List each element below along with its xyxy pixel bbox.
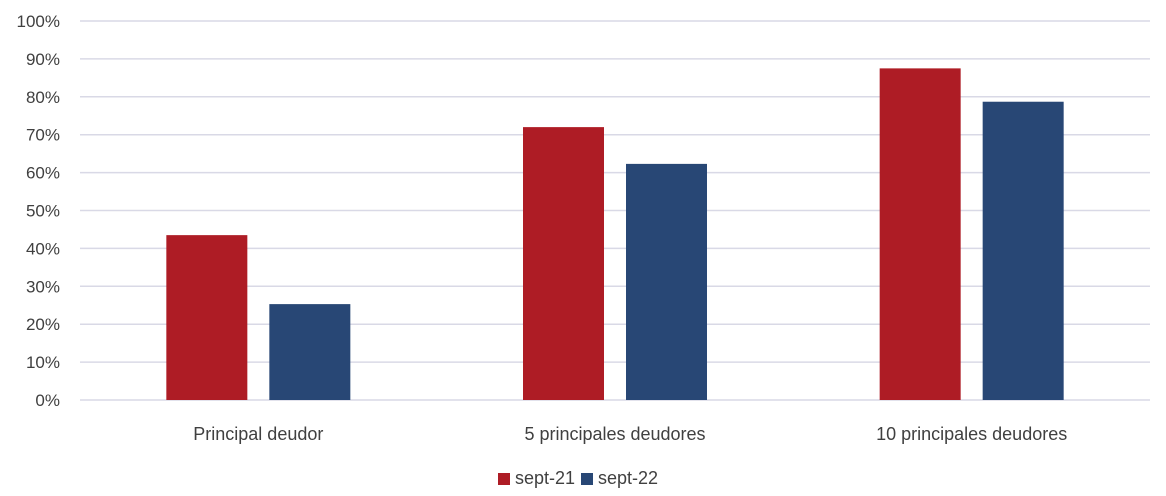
legend-swatch-sept-22 [581,473,593,485]
y-tick-label: 0% [35,391,60,410]
y-axis-tick-labels: 0% 10% 20% 30% 40% 50% 60% 70% 80% 90% 100% [17,12,60,410]
y-tick-label: 30% [26,277,60,296]
bar-sept-22-3 [982,101,1064,401]
y-tick-label: 20% [26,315,60,334]
y-tick-label: 80% [26,88,60,107]
y-tick-label: 10% [26,353,60,372]
x-category-label: Principal deudor [193,424,323,444]
y-tick-label: 90% [26,50,60,69]
legend-label: sept-22 [598,468,658,488]
gridlines [80,20,1150,401]
x-category-label: 10 principales deudores [876,424,1067,444]
bar-sept-21-2 [523,127,604,401]
y-tick-label: 70% [26,126,60,145]
y-tick-label: 50% [26,202,60,221]
y-tick-label: 60% [26,164,60,183]
legend: sept-21 sept-22 [498,468,658,488]
x-axis-category-labels: Principal deudor 5 principales deudores 10… [193,424,1067,444]
legend-label: sept-21 [515,468,575,488]
y-tick-label: 40% [26,239,60,258]
x-category-label: 5 principales deudores [524,424,705,444]
legend-swatch-sept-21 [498,473,510,485]
bars [166,68,1064,401]
bar-sept-22-1 [269,304,351,400]
bar-sept-21-1 [166,235,248,400]
bar-sept-21-3 [879,68,961,400]
y-tick-label: 100% [17,12,60,31]
bar-sept-22-2 [626,163,707,400]
